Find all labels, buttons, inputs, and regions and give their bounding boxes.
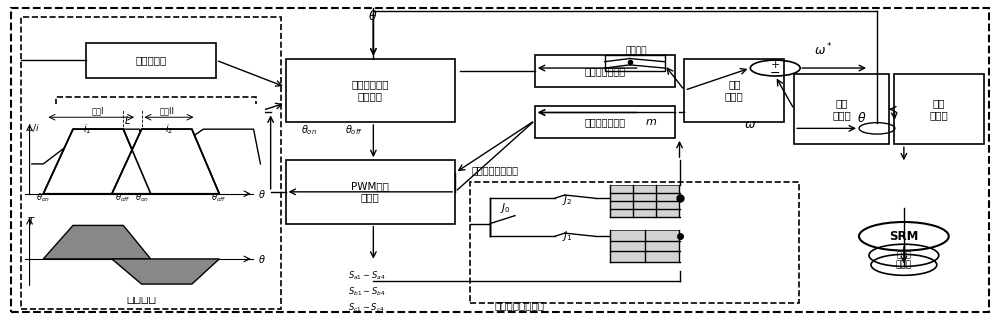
Text: $S_{a1}\sim S_{a4}$
$S_{b1}\sim S_{b4}$
$S_{c1}\sim S_{c4}$: $S_{a1}\sim S_{a4}$ $S_{b1}\sim S_{b4}$ … <box>348 270 386 314</box>
Text: 驱动控制器: 驱动控制器 <box>135 55 167 65</box>
FancyBboxPatch shape <box>605 55 665 71</box>
Text: 电压斩波控制器: 电压斩波控制器 <box>584 66 625 76</box>
Text: 区间II: 区间II <box>160 106 175 115</box>
Text: 编码器: 编码器 <box>896 260 912 269</box>
FancyBboxPatch shape <box>794 74 889 144</box>
Text: $\omega$: $\omega$ <box>744 118 756 131</box>
Polygon shape <box>43 129 151 194</box>
FancyBboxPatch shape <box>286 160 455 224</box>
Text: $J_0$: $J_0$ <box>500 201 511 215</box>
Text: 速度
控制器: 速度 控制器 <box>725 80 744 101</box>
FancyBboxPatch shape <box>610 185 679 217</box>
Text: $\theta_{on}$: $\theta_{on}$ <box>135 192 149 204</box>
Text: $\omega^*$: $\omega^*$ <box>814 42 833 58</box>
Text: 驱动电源选择开关: 驱动电源选择开关 <box>472 165 519 175</box>
Text: 开通角、关断
角控制器: 开通角、关断 角控制器 <box>352 80 389 101</box>
Text: 电流斩波控制器: 电流斩波控制器 <box>584 117 625 127</box>
Text: $m$: $m$ <box>645 117 657 127</box>
FancyBboxPatch shape <box>684 59 784 122</box>
Text: 位置
传感器: 位置 传感器 <box>929 98 948 120</box>
FancyBboxPatch shape <box>610 230 679 262</box>
FancyBboxPatch shape <box>56 96 256 128</box>
Polygon shape <box>112 259 219 284</box>
Text: $\theta_{on}$: $\theta_{on}$ <box>36 192 50 204</box>
Text: $T$: $T$ <box>27 215 36 227</box>
Text: $\theta_{off}$: $\theta_{off}$ <box>115 192 131 204</box>
FancyBboxPatch shape <box>86 43 216 78</box>
Text: $\theta$: $\theta$ <box>258 253 266 265</box>
Text: $i_1$: $i_1$ <box>83 122 91 136</box>
Text: 速度
计算器: 速度 计算器 <box>832 98 851 120</box>
Text: $J_2$: $J_2$ <box>562 193 572 207</box>
Polygon shape <box>43 225 151 259</box>
Text: $J_1$: $J_1$ <box>562 230 573 244</box>
Text: $\theta_{on}$: $\theta_{on}$ <box>301 123 317 137</box>
Text: PWM信号
发生器: PWM信号 发生器 <box>351 181 389 203</box>
Polygon shape <box>112 129 219 194</box>
Text: SRM: SRM <box>889 230 919 243</box>
Text: $\theta_{off}$: $\theta_{off}$ <box>211 192 227 204</box>
FancyBboxPatch shape <box>535 55 675 87</box>
FancyBboxPatch shape <box>286 59 455 122</box>
Text: $L$: $L$ <box>124 114 131 126</box>
Text: 区间I: 区间I <box>91 106 104 115</box>
Text: 调速运行: 调速运行 <box>126 292 156 305</box>
Text: 最优制动能量回馈控制器: 最优制动能量回馈控制器 <box>126 108 186 117</box>
Text: $+$: $+$ <box>770 59 780 70</box>
Text: 编码器: 编码器 <box>896 251 911 260</box>
Text: $L/i$: $L/i$ <box>27 122 40 133</box>
FancyBboxPatch shape <box>535 106 675 138</box>
Text: $\theta$: $\theta$ <box>368 9 378 23</box>
Text: $\theta$: $\theta$ <box>258 188 266 200</box>
Text: $-$: $-$ <box>769 66 780 79</box>
Text: $\theta$: $\theta$ <box>857 111 866 125</box>
Text: $\theta_{off}$: $\theta_{off}$ <box>345 123 363 137</box>
FancyBboxPatch shape <box>894 74 984 144</box>
Text: 集成拓扑驱动信号: 集成拓扑驱动信号 <box>495 300 545 310</box>
Text: 切换开关: 切换开关 <box>626 47 647 56</box>
Text: $i_2$: $i_2$ <box>165 122 173 136</box>
